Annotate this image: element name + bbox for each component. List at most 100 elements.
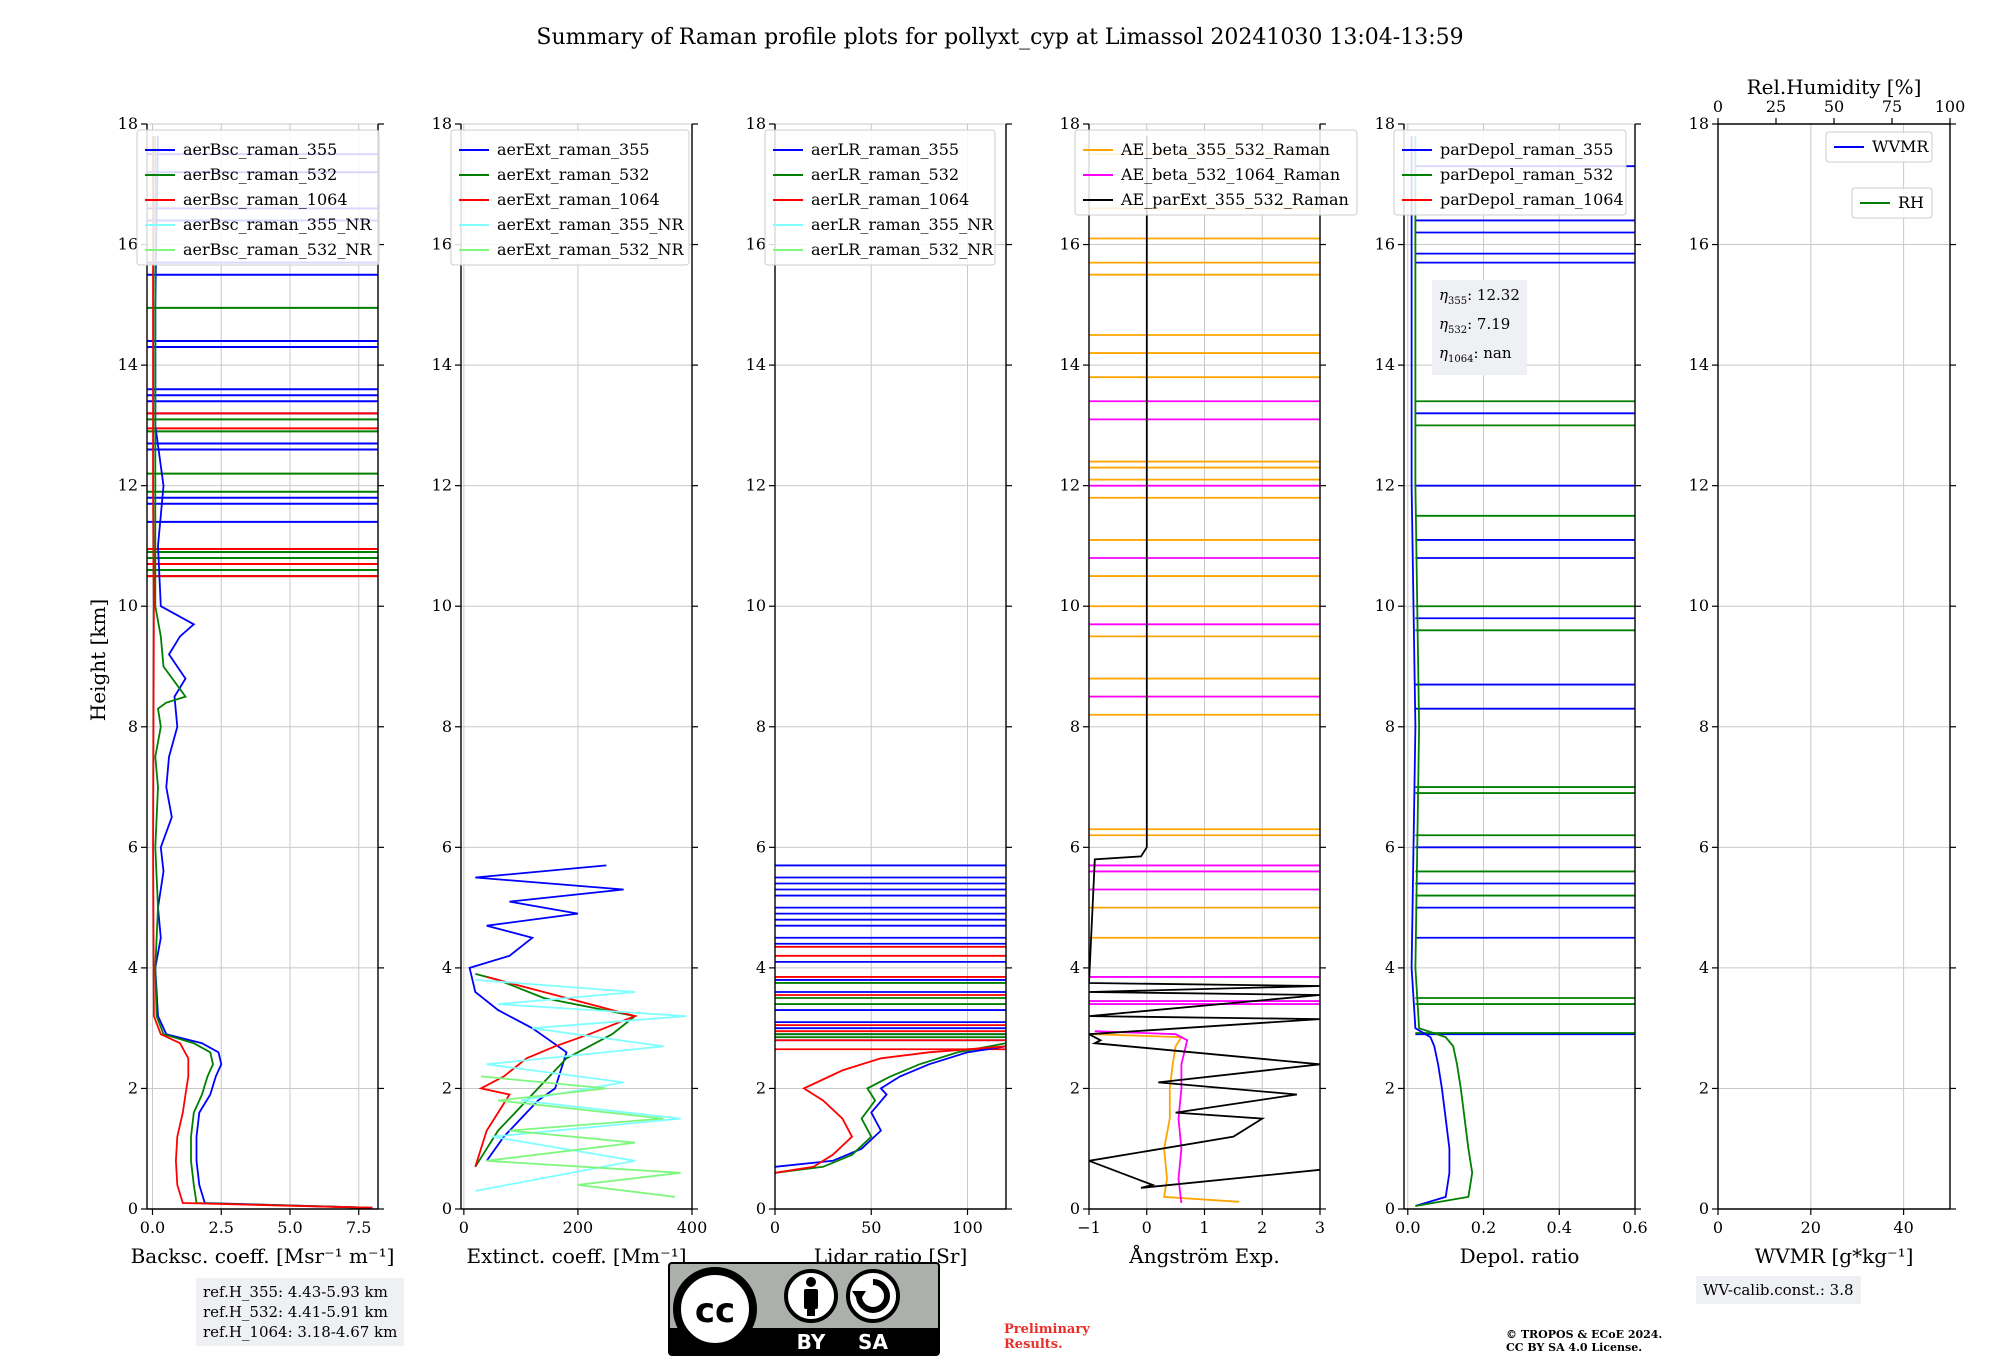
y-tick-label: 12 (746, 476, 766, 495)
series-aerExt_raman_355_NR (475, 979, 687, 1192)
y-tick-label: 18 (746, 114, 766, 133)
y-tick-label: 6 (1385, 837, 1395, 856)
wv-calib-text: WV-calib.const.: 3.8 (1703, 1281, 1854, 1299)
by-label: BY (797, 1330, 826, 1354)
y-tick-label: 10 (432, 596, 452, 615)
x-tick-label: 3 (1315, 1218, 1325, 1237)
y-tick-label: 10 (118, 596, 138, 615)
legend-label: aerExt_raman_532 (497, 165, 650, 184)
y-tick-label: 16 (1689, 235, 1709, 254)
y-tick-label: 16 (1060, 235, 1080, 254)
plot-area (468, 864, 687, 1198)
x-axis-label: Depol. ratio (1460, 1244, 1580, 1268)
x-tick-label: 2 (1257, 1218, 1267, 1237)
y-tick-label: 0 (756, 1199, 766, 1218)
plot-area (1089, 136, 1320, 1204)
preliminary-line-1: Preliminary (1004, 1322, 1090, 1337)
copyright-line-2: CC BY SA 4.0 License. (1506, 1341, 1643, 1354)
y-tick-label: 18 (1375, 114, 1395, 133)
cc-by-sa-logo: cc BY SA (668, 1262, 940, 1356)
legend-label: aerExt_raman_1064 (497, 190, 660, 209)
legend-label: aerLR_raman_532_NR (811, 240, 994, 259)
plot-area (775, 864, 1006, 1174)
series-aerBsc_raman_355 (154, 136, 373, 1209)
legend-label: aerExt_raman_355 (497, 140, 650, 159)
y-tick-label: 16 (432, 235, 452, 254)
x-tick-label: 0.2 (1471, 1218, 1496, 1237)
y-tick-label: 8 (756, 717, 766, 736)
y-tick-label: 2 (1070, 1078, 1080, 1097)
legend-label: aerBsc_raman_355 (183, 140, 337, 159)
ref-h-532: ref.H_532: 4.41-5.91 km (203, 1303, 388, 1321)
y-tick-label: 2 (756, 1078, 766, 1097)
legend-label: WVMR (1872, 137, 1929, 156)
y-tick-label: 4 (1385, 958, 1395, 977)
y-tick-label: 0 (1070, 1199, 1080, 1218)
sa-label: SA (858, 1330, 888, 1354)
series-aerLR_raman_532 (775, 1042, 1006, 1174)
eta-532: η532: 7.19 (1439, 315, 1511, 336)
x-tick-label: 20 (1801, 1218, 1821, 1237)
y-tick-label: 4 (128, 958, 138, 977)
legend-label: aerLR_raman_355_NR (811, 215, 994, 234)
legend-box (1851, 187, 1933, 219)
legend-label: AE_parExt_355_532_Raman (1120, 190, 1349, 209)
x-tick-label: 200 (563, 1218, 594, 1237)
x-tick-label: 400 (677, 1218, 708, 1237)
series-aerExt_raman_532 (474, 973, 638, 1168)
y-tick-label: 4 (442, 958, 452, 977)
y-tick-label: 2 (1385, 1078, 1395, 1097)
legend-label: aerLR_raman_532 (811, 165, 959, 184)
y-tick-label: 14 (118, 355, 138, 374)
y-tick-label: 2 (128, 1078, 138, 1097)
legend-label: aerLR_raman_355 (811, 140, 959, 159)
top-x-tick-label: 100 (1935, 97, 1966, 116)
x-tick-label: 0.4 (1547, 1218, 1572, 1237)
y-tick-label: 12 (432, 476, 452, 495)
legend-label: aerBsc_raman_532 (183, 165, 337, 184)
legend-label: parDepol_raman_532 (1440, 165, 1613, 184)
legend-box (1393, 129, 1627, 216)
legend-box (1825, 131, 1933, 163)
y-tick-label: 8 (1699, 717, 1709, 736)
y-tick-label: 8 (1385, 717, 1395, 736)
reference-height-box: ref.H_355: 4.43-5.93 km ref.H_532: 4.41-… (196, 1278, 405, 1346)
y-tick-label: 14 (432, 355, 452, 374)
series-aerBsc_raman_1064 (152, 136, 373, 1209)
x-tick-label: 1 (1199, 1218, 1209, 1237)
panel-2: 0 2 4 6 8 10 12 14 16 18 0 200 400 Extinct. coeff. [M… (432, 114, 708, 1268)
x-tick-label: 0.6 (1622, 1218, 1647, 1237)
x-axis-label: WVMR [g*kg⁻¹] (1755, 1244, 1914, 1268)
top-x-tick-label: 75 (1882, 97, 1902, 116)
preliminary-results-note: Preliminary Results. (1004, 1322, 1124, 1352)
legend-label: aerExt_raman_355_NR (497, 215, 685, 234)
wv-calib-box: WV-calib.const.: 3.8 (1696, 1276, 1861, 1304)
legend-label: AE_beta_355_532_Raman (1120, 140, 1330, 159)
sa-share-icon (846, 1269, 900, 1323)
x-tick-label: −1 (1077, 1218, 1101, 1237)
legend-label: aerBsc_raman_1064 (183, 190, 348, 209)
y-tick-label: 14 (1689, 355, 1709, 374)
eta-box: η355: 12.32 η532: 7.19 η1064: nan (1432, 280, 1527, 375)
y-tick-label: 10 (746, 596, 766, 615)
x-tick-label: 40 (1893, 1218, 1913, 1237)
panel-5: 0 2 4 6 8 10 12 14 16 18 0.0 0.2 0.4 0.6 Depol. ratio p… (1375, 114, 1648, 1268)
y-tick-label: 12 (118, 476, 138, 495)
top-x-tick-label: 0 (1713, 97, 1723, 116)
legend-label: RH (1898, 193, 1924, 212)
x-tick-label: 0.0 (1395, 1218, 1420, 1237)
x-tick-label: 100 (952, 1218, 983, 1237)
y-tick-label: 14 (746, 355, 766, 374)
panel-1: 0 2 4 6 8 10 12 14 16 18 0.0 2.5 5.0 7.5 Backsc. coeff… (118, 114, 395, 1268)
y-tick-label: 18 (118, 114, 138, 133)
legend-label: AE_beta_532_1064_Raman (1120, 165, 1340, 184)
y-tick-label: 4 (756, 958, 766, 977)
y-tick-label: 2 (1699, 1078, 1709, 1097)
eta-355: η355: 12.32 (1439, 286, 1520, 307)
y-tick-label: 10 (1375, 596, 1395, 615)
y-tick-label: 6 (442, 837, 452, 856)
series-parDepol_raman_355 (1410, 136, 1451, 1207)
x-tick-label: 0 (1713, 1218, 1723, 1237)
y-tick-label: 12 (1060, 476, 1080, 495)
